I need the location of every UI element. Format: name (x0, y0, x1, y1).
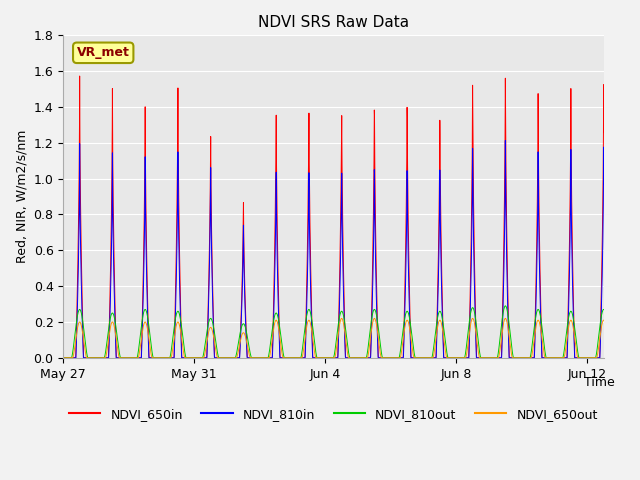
Line: NDVI_810in: NDVI_810in (63, 141, 620, 358)
NDVI_650in (616, 355, 624, 360)
NDVI_650out (502, 315, 509, 321)
NDVI_650in (390, 355, 397, 360)
NDVI_810out (60, 355, 67, 360)
NDVI_810in (502, 138, 509, 144)
NDVI_810in (556, 355, 563, 360)
Line: NDVI_650out: NDVI_650out (63, 318, 620, 358)
NDVI_650out (390, 355, 397, 360)
NDVI_810out (440, 327, 448, 333)
NDVI_810in (616, 355, 624, 360)
X-axis label: Time: Time (584, 375, 614, 388)
NDVI_810in (582, 355, 589, 360)
NDVI_810out (502, 303, 509, 309)
NDVI_810in (440, 355, 448, 360)
NDVI_650in (348, 355, 356, 360)
NDVI_650in (556, 355, 563, 360)
NDVI_810in (521, 355, 529, 360)
NDVI_650out (582, 355, 589, 360)
NDVI_810out (582, 355, 589, 360)
NDVI_810out (348, 355, 356, 360)
NDVI_650out (556, 355, 563, 360)
NDVI_650in (582, 355, 589, 360)
Line: NDVI_650in: NDVI_650in (63, 76, 620, 358)
NDVI_650in (76, 73, 83, 79)
Title: NDVI SRS Raw Data: NDVI SRS Raw Data (258, 15, 409, 30)
Y-axis label: Red, NIR, W/m2/s/nm: Red, NIR, W/m2/s/nm (15, 130, 28, 263)
NDVI_810out (390, 355, 397, 360)
Legend: NDVI_650in, NDVI_810in, NDVI_810out, NDVI_650out: NDVI_650in, NDVI_810in, NDVI_810out, NDV… (64, 403, 603, 426)
NDVI_650in (440, 355, 448, 360)
NDVI_650out (348, 355, 356, 360)
NDVI_810in (60, 355, 67, 360)
NDVI_810out (616, 355, 624, 360)
NDVI_810out (521, 355, 529, 360)
NDVI_810out (556, 355, 563, 360)
NDVI_810in (348, 355, 356, 360)
NDVI_650in (521, 355, 529, 360)
Text: VR_met: VR_met (77, 46, 130, 60)
NDVI_650in (60, 355, 67, 360)
NDVI_810in (390, 355, 397, 360)
NDVI_650out (521, 355, 529, 360)
Line: NDVI_810out: NDVI_810out (63, 306, 620, 358)
NDVI_650out (440, 337, 448, 343)
NDVI_650out (616, 355, 624, 360)
NDVI_650out (60, 355, 67, 360)
